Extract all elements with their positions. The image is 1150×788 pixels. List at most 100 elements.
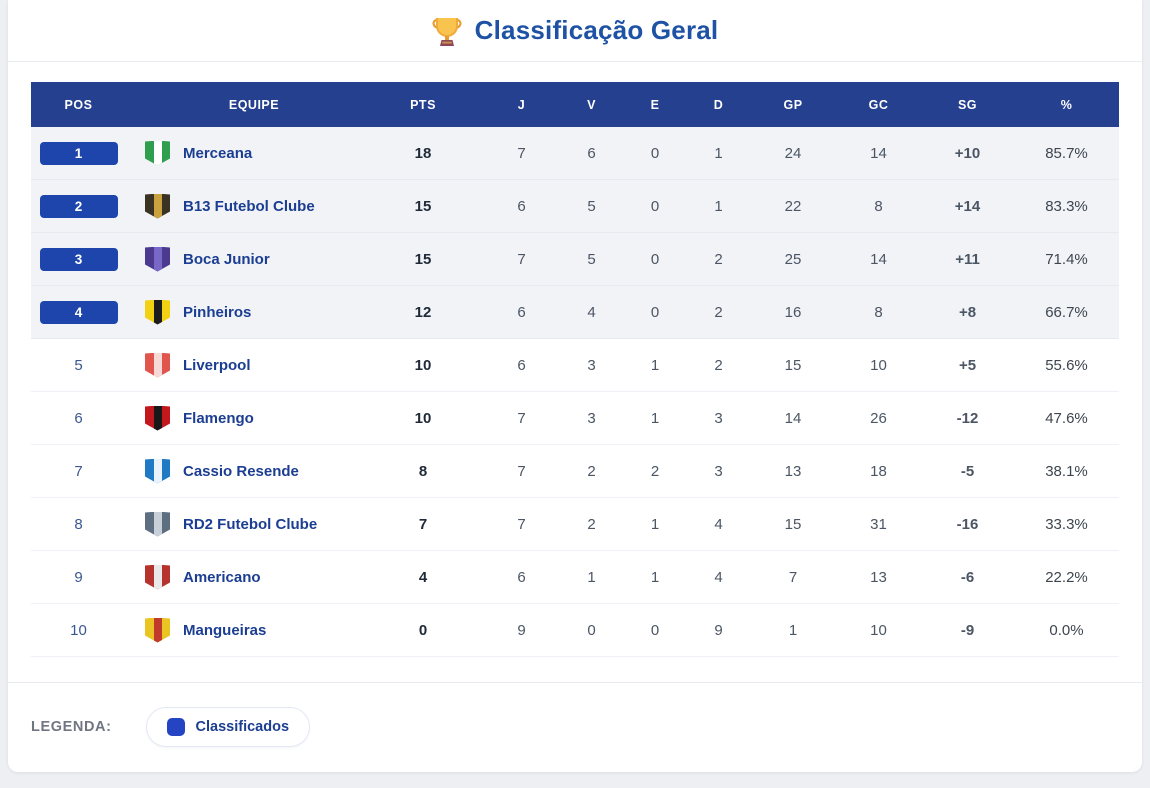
- goal-diff-cell: -12: [956, 409, 979, 427]
- legend-item-text: Classificados: [195, 719, 290, 735]
- goals-against-cell: 14: [870, 144, 887, 162]
- goal-diff-cell: -6: [960, 568, 975, 586]
- team-name: Boca Junior: [183, 250, 270, 268]
- goals-for-cell: 22: [784, 197, 802, 215]
- draws-cell: 0: [650, 197, 660, 215]
- team-logo-icon: [145, 193, 170, 219]
- points-cell: 7: [418, 515, 428, 533]
- team-name: Cassio Resende: [183, 462, 299, 480]
- trophy-icon: [432, 17, 462, 46]
- goals-against-cell: 8: [874, 197, 883, 215]
- draws-cell: 1: [650, 409, 660, 427]
- goal-diff-cell: +5: [958, 356, 977, 374]
- column-header-e: E: [650, 97, 660, 112]
- position-cell: 9: [31, 569, 126, 586]
- goal-diff-cell: +11: [955, 250, 980, 268]
- position-number: 10: [70, 621, 87, 639]
- losses-cell: 2: [714, 303, 723, 321]
- goal-diff-cell: +8: [958, 303, 977, 321]
- goal-diff-cell: +14: [954, 197, 981, 215]
- position-badge: 4: [39, 300, 118, 324]
- losses-cell: 1: [714, 197, 723, 215]
- table-row: 3 Boca Junior 15 7 5 0 2 25 14 +11 71.4%: [31, 233, 1119, 286]
- position-number: 8: [74, 515, 83, 533]
- team-cell: Boca Junior: [126, 246, 363, 272]
- goals-for-cell: 7: [788, 568, 798, 586]
- draws-cell: 0: [650, 303, 660, 321]
- column-header-sg: SG: [957, 97, 978, 112]
- points-cell: 8: [418, 462, 428, 480]
- position-cell: 6: [31, 410, 126, 427]
- games-cell: 6: [517, 356, 526, 374]
- position-cell: 10: [31, 622, 126, 639]
- team-name: Americano: [183, 568, 261, 586]
- win-percentage-cell: 71.4%: [1045, 250, 1088, 268]
- wins-cell: 5: [587, 197, 596, 215]
- table-body: 1 Merceana 18 7 6 0 1 24 14 +10 85.7% 2: [31, 127, 1119, 657]
- wins-cell: 1: [587, 568, 596, 586]
- table-row: 10 Mangueiras 0 9 0 0 9 1 10 -9 0.0%: [31, 604, 1119, 657]
- goals-against-cell: 8: [874, 303, 883, 321]
- points-cell: 18: [414, 144, 432, 162]
- goals-against-cell: 18: [870, 462, 887, 480]
- position-cell: 7: [31, 463, 126, 480]
- goals-for-cell: 13: [784, 462, 802, 480]
- goals-against-cell: 13: [870, 568, 887, 586]
- win-percentage-cell: 33.3%: [1045, 515, 1088, 533]
- points-cell: 15: [414, 250, 432, 268]
- win-percentage-cell: 47.6%: [1045, 409, 1088, 427]
- position-number: 7: [74, 462, 83, 480]
- column-header-d: D: [713, 97, 724, 112]
- legend-item-classificados: Classificados: [145, 707, 311, 747]
- wins-cell: 3: [587, 409, 596, 427]
- win-percentage-cell: 83.3%: [1045, 197, 1088, 215]
- table-row: 5 Liverpool 10 6 3 1 2 15 10 +5 55.6%: [31, 339, 1119, 392]
- wins-cell: 3: [587, 356, 596, 374]
- legend-label: LEGENDA:: [31, 719, 112, 735]
- goals-for-cell: 1: [788, 621, 798, 639]
- win-percentage-cell: 38.1%: [1045, 462, 1088, 480]
- column-header-team: EQUIPE: [228, 97, 280, 112]
- wins-cell: 0: [587, 621, 596, 639]
- games-cell: 6: [517, 303, 526, 321]
- team-name: B13 Futebol Clube: [183, 197, 315, 215]
- win-percentage-cell: 55.6%: [1045, 356, 1088, 374]
- games-cell: 9: [517, 621, 526, 639]
- losses-cell: 2: [714, 250, 723, 268]
- games-cell: 7: [517, 409, 526, 427]
- games-cell: 7: [517, 462, 526, 480]
- table-row: 6 Flamengo 10 7 3 1 3 14 26 -12 47.6%: [31, 392, 1119, 445]
- team-name: Flamengo: [183, 409, 254, 427]
- position-cell: 1: [31, 141, 126, 165]
- goals-against-cell: 26: [870, 409, 887, 427]
- points-cell: 10: [414, 356, 432, 374]
- wins-cell: 2: [587, 462, 596, 480]
- points-cell: 4: [418, 568, 428, 586]
- points-cell: 12: [414, 303, 432, 321]
- column-header-j: J: [517, 97, 526, 112]
- win-percentage-cell: 85.7%: [1045, 144, 1088, 162]
- goals-against-cell: 10: [870, 621, 887, 639]
- win-percentage-cell: 0.0%: [1049, 621, 1084, 639]
- table-row: 7 Cassio Resende 8 7 2 2 3 13 18 -5 38.1…: [31, 445, 1119, 498]
- draws-cell: 1: [650, 568, 660, 586]
- losses-cell: 2: [714, 356, 723, 374]
- points-cell: 0: [418, 621, 428, 639]
- draws-cell: 0: [650, 250, 660, 268]
- team-cell: Merceana: [126, 140, 363, 166]
- goals-for-cell: 15: [784, 356, 802, 374]
- team-cell: B13 Futebol Clube: [126, 193, 363, 219]
- points-cell: 10: [414, 409, 432, 427]
- standings-card: Classificação Geral POS EQUIPE PTS J V E…: [8, 0, 1142, 772]
- losses-cell: 1: [714, 144, 723, 162]
- team-name: Mangueiras: [183, 621, 267, 639]
- legend: LEGENDA: Classificados: [8, 683, 1142, 772]
- team-logo-icon: [145, 299, 170, 325]
- position-badge: 3: [39, 247, 118, 271]
- column-header-pts: PTS: [410, 97, 436, 112]
- losses-cell: 4: [714, 515, 723, 533]
- games-cell: 7: [517, 144, 526, 162]
- team-name: Liverpool: [183, 356, 251, 374]
- losses-cell: 4: [714, 568, 723, 586]
- wins-cell: 6: [587, 144, 596, 162]
